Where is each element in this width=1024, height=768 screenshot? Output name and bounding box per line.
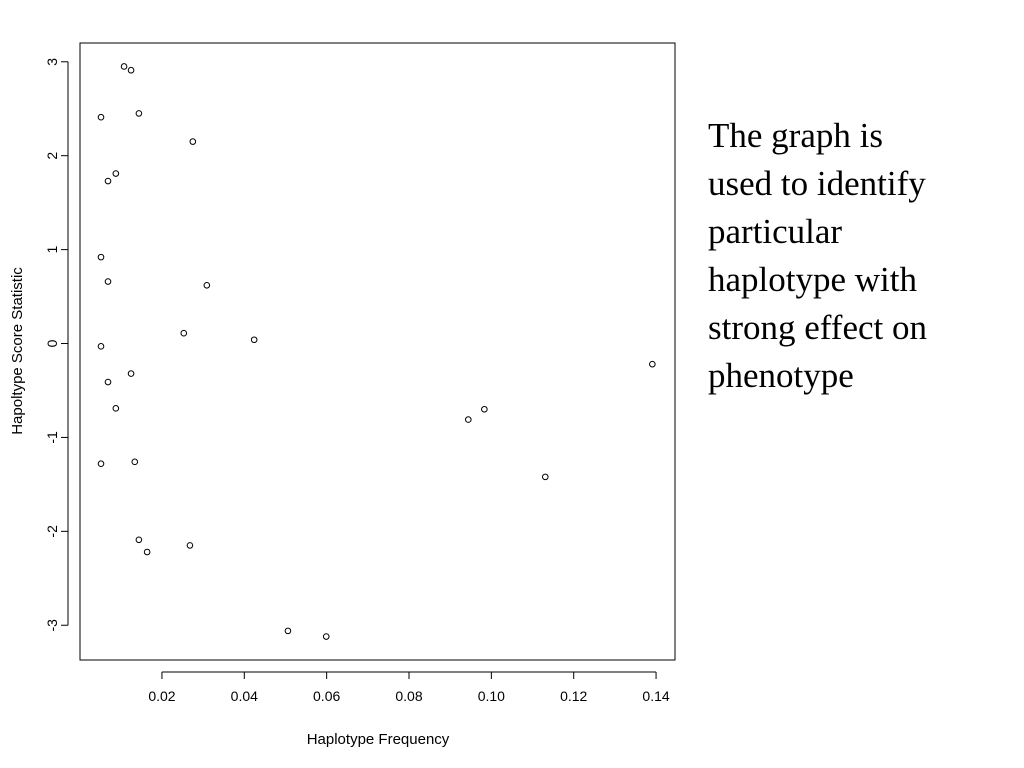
point — [112, 405, 120, 412]
note-line: strong effect on — [708, 308, 928, 347]
note-line: particular — [708, 212, 843, 251]
chart: Haplotype Frequency Hapoltype Score Stat… — [9, 42, 676, 748]
point — [250, 336, 258, 344]
y-tick-label: -1 — [44, 431, 60, 444]
point — [104, 177, 112, 185]
y-axis-label: Hapoltype Score Statistic — [9, 267, 26, 435]
point — [97, 113, 105, 121]
point — [97, 343, 105, 350]
y-tick-label: -2 — [44, 525, 60, 538]
point — [189, 138, 197, 145]
y-tick-label: 0 — [44, 339, 60, 347]
x-tick-label: 0.12 — [560, 688, 587, 704]
point — [104, 378, 112, 386]
y-tick-label: 3 — [44, 58, 60, 66]
note-line: haplotype with — [708, 260, 917, 299]
point — [203, 281, 211, 289]
point — [104, 278, 112, 285]
point — [481, 405, 488, 413]
point — [127, 370, 135, 377]
point — [127, 66, 135, 74]
note: The graph is used to identify particular ha… — [708, 112, 1008, 400]
point — [464, 416, 472, 423]
y-tick-label: 1 — [44, 246, 60, 254]
point — [120, 63, 128, 70]
point — [97, 253, 105, 261]
point — [112, 170, 120, 177]
x-tick-label: 0.08 — [395, 688, 422, 704]
note-line: phenotype — [708, 356, 854, 395]
y-tick-label: -3 — [44, 619, 60, 632]
x-tick-label: 0.06 — [313, 688, 340, 704]
point — [135, 536, 143, 544]
point — [131, 458, 139, 466]
x-axis-label: Haplotype Frequency — [307, 731, 450, 748]
y-tick-label: 2 — [44, 152, 60, 160]
point — [97, 460, 105, 468]
x-tick-label: 0.04 — [231, 688, 258, 704]
plot-box — [79, 42, 676, 661]
point — [180, 329, 188, 337]
x-tick-label: 0.14 — [642, 688, 669, 704]
x-tick-label: 0.02 — [148, 688, 175, 704]
point — [284, 627, 292, 635]
note-line: The graph is — [708, 116, 883, 155]
point — [541, 473, 549, 481]
point — [649, 360, 656, 368]
note-line: used to identify — [708, 164, 926, 203]
point — [186, 542, 194, 549]
point — [143, 548, 151, 556]
point — [322, 633, 330, 640]
point — [135, 110, 143, 117]
x-tick-label: 0.10 — [478, 688, 505, 704]
